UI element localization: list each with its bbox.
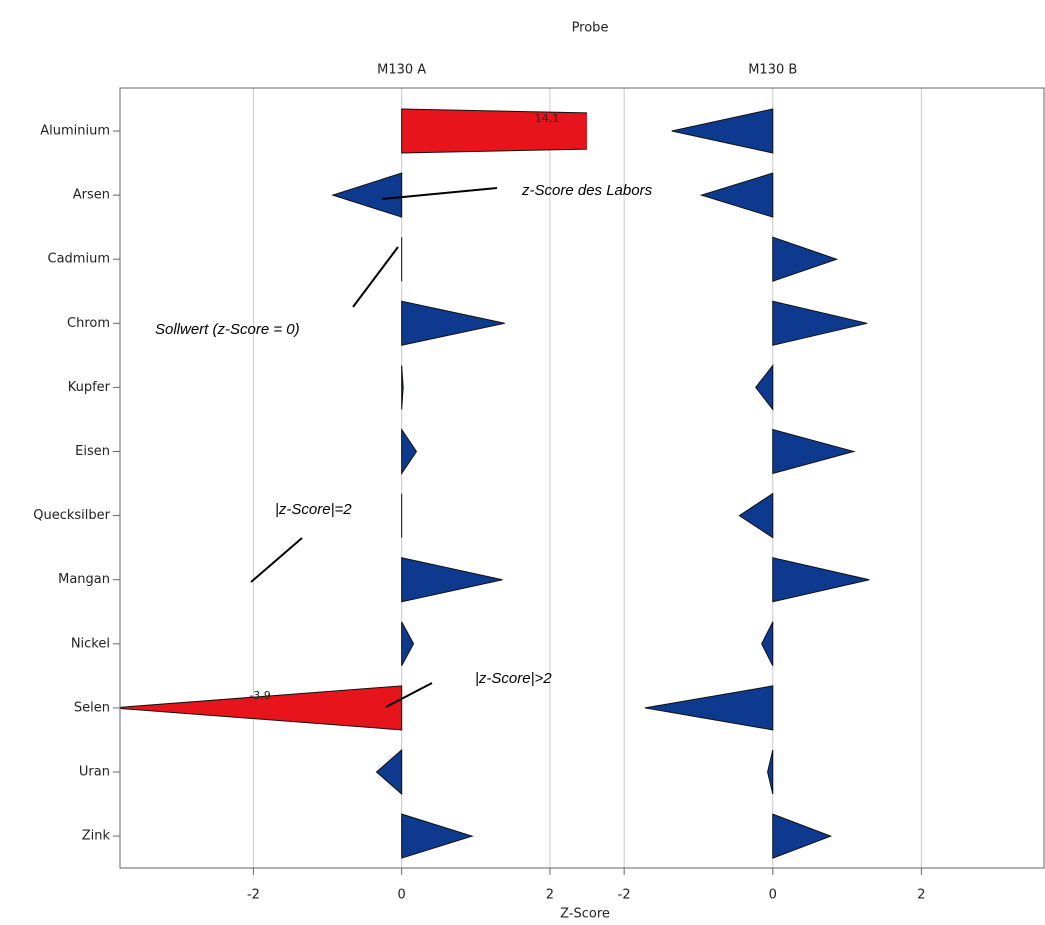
triangle — [772, 813, 833, 859]
triangle — [772, 557, 870, 603]
annotation: z-Score des Labors — [521, 182, 653, 199]
x-axis-label: Z-Score — [560, 907, 610, 922]
triangle — [772, 300, 868, 346]
triangle — [401, 621, 415, 667]
annotation-line — [250, 537, 303, 583]
y-tick-label: Selen — [74, 700, 110, 715]
x-tick-label: -2 — [618, 888, 631, 903]
triangle — [767, 749, 774, 795]
value-label: -3,9 — [249, 689, 270, 702]
triangle — [401, 365, 404, 410]
annotation-line — [381, 187, 498, 200]
panel-marks — [644, 108, 870, 859]
triangle — [401, 813, 474, 859]
panel-title: M130 B — [748, 63, 797, 78]
triangle — [401, 300, 505, 346]
triangle — [644, 685, 774, 731]
y-tick-label: Uran — [79, 765, 110, 780]
x-tick-label: -2 — [247, 888, 260, 903]
triangle — [699, 172, 774, 218]
panel-marks — [120, 108, 587, 859]
annotation: Sollwert (z-Score = 0) — [155, 321, 300, 338]
chart-title: Probe — [572, 21, 609, 36]
y-tick-label: Zink — [82, 829, 111, 844]
y-tick-label: Kupfer — [68, 380, 111, 395]
x-tick-label: 2 — [546, 888, 554, 903]
y-tick-label: Eisen — [75, 444, 110, 459]
triangle — [401, 557, 503, 603]
y-tick-label: Quecksilber — [33, 508, 110, 523]
triangle — [772, 428, 856, 475]
y-tick-label: Nickel — [71, 636, 110, 651]
value-label: 14,1 — [535, 112, 560, 125]
triangle — [755, 363, 774, 411]
annotation-line — [352, 246, 399, 308]
triangle — [401, 427, 418, 476]
y-tick-label: Mangan — [58, 572, 110, 587]
y-tick-label: Cadmium — [48, 252, 110, 267]
y-tick-label: Aluminium — [40, 124, 110, 139]
triangle — [375, 748, 403, 796]
panel-title: M130 A — [377, 63, 426, 78]
triangle — [761, 621, 774, 667]
annotation: |z-Score|=2 — [275, 501, 352, 518]
annotations: z-Score des Labors Sollwert (z-Score = 0… — [155, 182, 653, 708]
annotation-line — [385, 682, 433, 708]
y-tick-label: Chrom — [67, 316, 110, 331]
triangle — [120, 685, 403, 731]
x-tick-label: 0 — [769, 888, 777, 903]
triangle — [738, 492, 774, 539]
triangle — [671, 108, 774, 154]
triangle — [331, 172, 403, 218]
plot-area: Aluminium Arsen Cadmium Chrom Kupfer Eisen Que… — [33, 63, 925, 903]
y-tick-label: Arsen — [73, 188, 110, 203]
plot-border — [119, 87, 1045, 869]
x-tick-label: 2 — [917, 888, 925, 903]
triangle — [772, 236, 839, 282]
triangle — [401, 108, 587, 154]
annotation: |z-Score|>2 — [475, 670, 552, 687]
x-tick-label: 0 — [398, 888, 406, 903]
